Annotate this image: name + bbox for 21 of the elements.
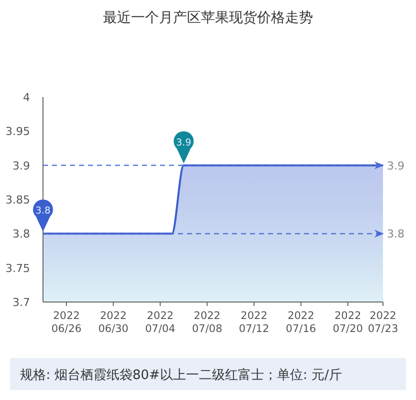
- x-tick-label: 2022 07/08: [192, 310, 222, 335]
- x-tick-label: 2022 07/20: [332, 310, 363, 335]
- x-tick-label: 2022 07/12: [238, 310, 270, 335]
- ref-line-label: 3.9: [387, 159, 404, 172]
- annotation: 3.9: [176, 137, 192, 148]
- y-tick-label: 3.7: [12, 296, 30, 309]
- x-tick-label: 2022 07/16: [286, 310, 316, 335]
- x-tick-label: 2022 06/26: [51, 310, 82, 335]
- x-tick-label: 2022 07/04: [145, 310, 176, 335]
- chart-title: 最近一个月产区苹果现货价格走势: [103, 10, 313, 26]
- y-tick-label: 3.95: [6, 125, 30, 138]
- y-tick-label: 3.8: [12, 228, 30, 241]
- annotation: 3.8: [35, 206, 51, 217]
- y-tick-label: 3.85: [6, 194, 30, 206]
- y-tick-label: 3.75: [6, 262, 30, 275]
- x-tick-label: 2022 07/23: [368, 310, 398, 335]
- x-tick-label: 2022 06/30: [98, 310, 128, 335]
- y-tick-label: 3.9: [12, 159, 30, 172]
- text: 规格: 烟台栖霞纸袋80#以上一二级红富士；单位: 元/斤: [20, 367, 342, 383]
- y-tick-label: 4: [23, 91, 30, 104]
- ref-line-label: 3.8: [387, 228, 404, 241]
